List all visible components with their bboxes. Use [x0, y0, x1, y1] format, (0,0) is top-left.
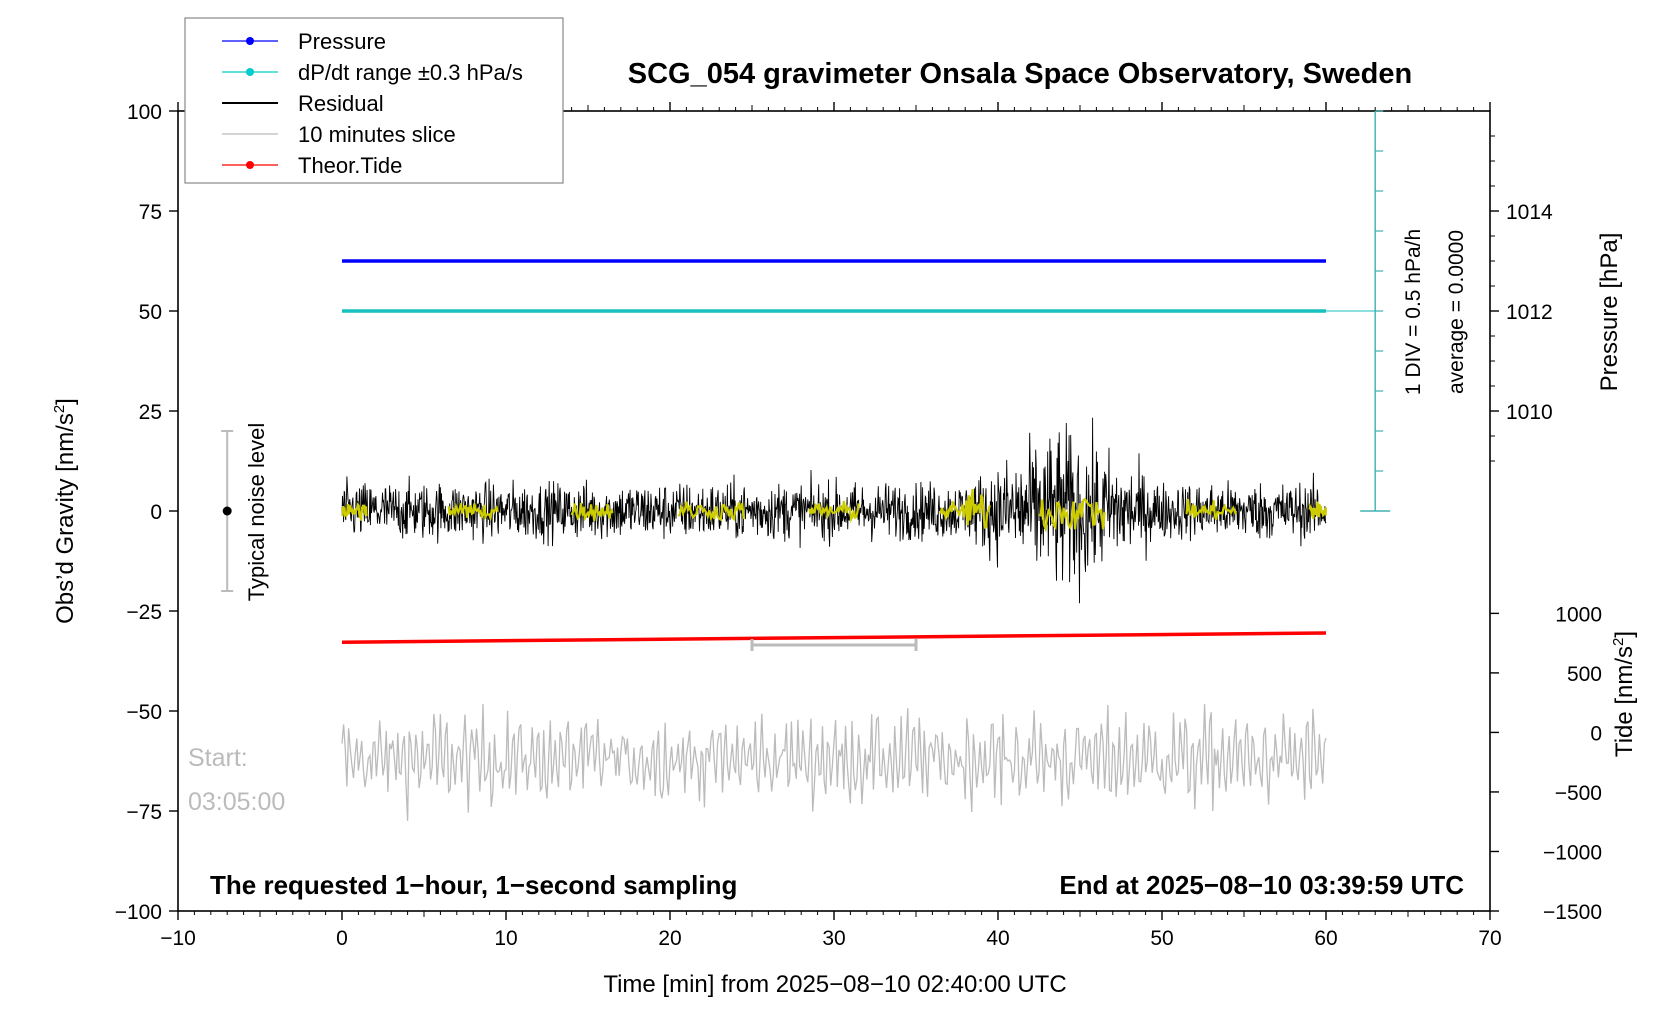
- noise-level-label: Typical noise level: [244, 423, 269, 602]
- y-axis-label-left: Obs’d Gravity [nm/s2]: [51, 398, 79, 624]
- y-tick-label: −75: [126, 801, 162, 824]
- pressure-tick-label: 1014: [1506, 201, 1553, 224]
- tide-series-line: [341, 631, 1327, 644]
- legend-marker: [246, 161, 254, 169]
- y-tick-label: 100: [127, 101, 162, 124]
- x-axis-label: Time [min] from 2025−08−10 02:40:00 UTC: [603, 971, 1066, 998]
- y-tick-label: −25: [126, 601, 162, 624]
- y-tick-label: 25: [139, 401, 162, 424]
- y-tick-label: −100: [115, 901, 162, 924]
- x-tick-label: −10: [160, 927, 196, 950]
- start-time-label: 03:05:00: [188, 788, 285, 816]
- axis-ticks: −10 0 10 20 30 40 50 60 70−100−75−50−25025507510…: [115, 101, 1602, 950]
- legend-label: dP/dt range ±0.3 hPa/s: [298, 60, 523, 85]
- pressure-tick-label: 1012: [1506, 301, 1553, 324]
- overlay-layer: [221, 110, 1391, 651]
- y-tick-label: 0: [150, 501, 162, 524]
- tide-tick-label: 0: [1590, 722, 1602, 745]
- x-tick-label: 30: [822, 927, 845, 950]
- tide-tick-label: −1500: [1543, 901, 1602, 924]
- tide-tick-label: 1000: [1555, 603, 1602, 626]
- data-layer: [341, 259, 1376, 821]
- legend-label: Residual: [298, 91, 384, 116]
- y-axis-label-tide: Tide [nm/s2]: [1610, 631, 1638, 757]
- noise-bar-dot: [222, 506, 232, 516]
- x-tick-label: 70: [1478, 927, 1501, 950]
- pressure-tick-label: 1010: [1506, 401, 1553, 424]
- tide-tick-label: −500: [1555, 782, 1602, 805]
- smoothed-residual-segment: [341, 502, 368, 521]
- start-label: Start:: [188, 744, 248, 772]
- y-tick-label: −50: [126, 701, 162, 724]
- x-tick-label: 50: [1150, 927, 1173, 950]
- average-label: average = 0.0000: [1445, 230, 1468, 394]
- tide-tick-label: 500: [1567, 663, 1602, 686]
- x-tick-label: 10: [494, 927, 517, 950]
- smoothed-residual-segment: [1038, 497, 1106, 534]
- x-tick-label: 60: [1314, 927, 1337, 950]
- legend: Pressure dP/dt range ±0.3 hPa/s Residual 10…: [184, 17, 564, 184]
- smoothed-residual-segment: [447, 502, 499, 522]
- y-tick-label: 50: [139, 301, 162, 324]
- smoothed-residual-segment: [939, 488, 991, 529]
- footer-right-text: End at 2025−08−10 03:39:59 UTC: [1059, 870, 1464, 900]
- slice-series-line: [341, 704, 1327, 821]
- legend-marker: [246, 68, 254, 76]
- chart-title: SCG_054 gravimeter Onsala Space Observat…: [628, 58, 1412, 90]
- legend-marker: [246, 37, 254, 45]
- x-tick-label: 20: [658, 927, 681, 950]
- div-scale-label: 1 DIV = 0.5 hPa/h: [1402, 229, 1425, 395]
- x-tick-label: 40: [986, 927, 1009, 950]
- residual-series-line: [341, 417, 1327, 604]
- smoothed-residual-segment: [1308, 501, 1328, 520]
- smoothed-residual-segment: [1185, 498, 1237, 521]
- legend-box: [184, 17, 564, 184]
- footer-left-text: The requested 1−hour, 1−second sampling: [210, 870, 737, 900]
- legend-label: Theor.Tide: [298, 153, 402, 178]
- x-tick-label: 0: [336, 927, 348, 950]
- smoothed-residual-segment: [808, 500, 860, 524]
- legend-label: Pressure: [298, 29, 386, 54]
- tide-tick-label: −1000: [1543, 841, 1602, 864]
- smoothed-residual-segment: [570, 502, 614, 522]
- legend-label: 10 minutes slice: [298, 122, 456, 147]
- smoothed-residual-segment: [677, 501, 745, 523]
- y-tick-label: 75: [139, 201, 162, 224]
- y-axis-label-pressure: Pressure [hPa]: [1596, 233, 1623, 392]
